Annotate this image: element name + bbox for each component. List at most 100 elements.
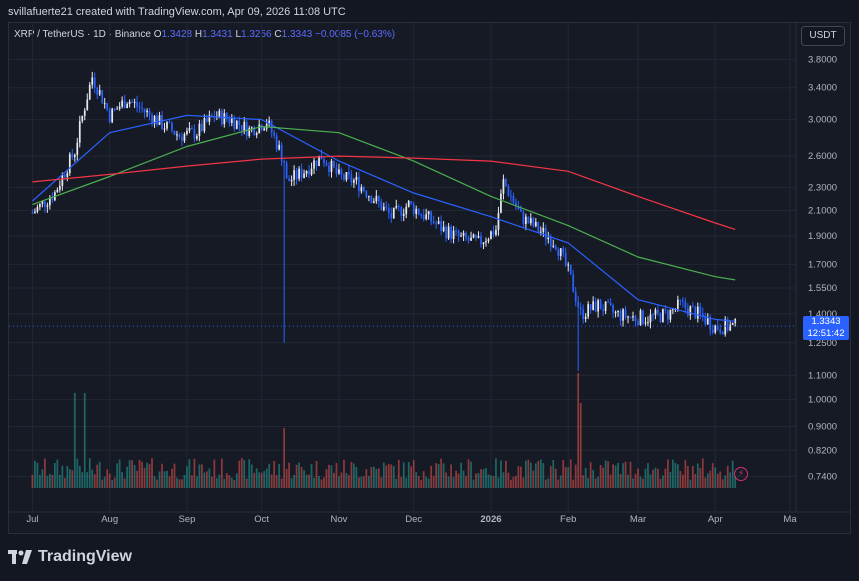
volume-bar — [649, 474, 652, 488]
candle-body — [330, 160, 333, 172]
candle-body — [238, 120, 241, 126]
candle-body — [290, 179, 293, 182]
volume-bar — [674, 462, 677, 488]
volume-bar — [602, 467, 604, 488]
volume-bar — [206, 471, 208, 488]
volume-bar — [457, 473, 460, 488]
volume-bar — [233, 479, 236, 488]
candle-body — [258, 124, 261, 134]
volume-bar — [168, 476, 171, 488]
candle-body — [435, 223, 438, 225]
volume-bar — [333, 472, 335, 488]
volume-bar — [522, 477, 525, 488]
candle-body — [318, 155, 320, 167]
time-tick-label: Feb — [560, 514, 576, 525]
volume-bar — [412, 460, 415, 488]
candle-body — [721, 332, 724, 335]
volume-bar — [589, 462, 592, 488]
volume-bar — [133, 465, 136, 488]
volume-bar — [410, 466, 413, 488]
volume-bar — [193, 458, 196, 488]
candle-body — [128, 101, 131, 105]
volume-bar — [88, 458, 91, 488]
candle-body — [348, 172, 350, 175]
volume-bar — [539, 459, 542, 488]
lightning-icon[interactable]: ⚡ — [734, 467, 748, 481]
candle-body — [288, 178, 290, 182]
volume-bar — [452, 477, 455, 488]
quote-currency-button[interactable]: USDT — [801, 26, 845, 46]
volume-bar — [273, 460, 276, 488]
volume-bar — [642, 478, 644, 488]
volume-bar — [166, 470, 168, 488]
candle-body — [515, 202, 517, 207]
volume-bar — [235, 473, 238, 488]
volume-bar — [701, 458, 704, 488]
volume-bar — [375, 468, 378, 488]
volume-bar — [36, 462, 39, 488]
chart-frame[interactable] — [8, 22, 851, 534]
volume-bar — [183, 474, 186, 488]
candle-body — [579, 307, 582, 310]
volume-bar — [350, 462, 353, 488]
volume-bar — [278, 463, 281, 488]
volume-bar — [218, 474, 221, 488]
volume-bar — [208, 468, 211, 488]
volume-bar — [607, 461, 609, 488]
volume-bar — [363, 476, 365, 488]
candle-body — [557, 249, 560, 257]
volume-bar — [652, 469, 654, 488]
time-tick-label: Ma — [783, 514, 797, 525]
volume-bar — [492, 476, 495, 488]
volume-bar — [400, 477, 403, 488]
volume-bar — [377, 468, 380, 488]
candle-body — [198, 123, 201, 137]
candle-body — [405, 206, 408, 214]
volume-bar — [405, 477, 408, 488]
volume-bar — [238, 460, 241, 488]
candle-body — [686, 308, 689, 316]
candle-body — [293, 170, 295, 180]
candle-body — [203, 118, 206, 132]
candle-body — [191, 128, 193, 130]
candle-body — [283, 161, 285, 163]
volume-bar — [243, 459, 246, 488]
candle-body — [171, 122, 173, 131]
chart-grid — [9, 23, 850, 513]
volume-bar — [634, 473, 637, 488]
volume-bar — [582, 475, 585, 488]
symbol-legend: XRP / TetherUS · 1D · Binance O1.3428 H1… — [14, 29, 395, 40]
candle-body — [360, 187, 363, 192]
volume-bar — [447, 476, 450, 488]
candle-body — [696, 306, 699, 319]
candle-body — [716, 325, 719, 330]
volume-bar — [572, 479, 575, 488]
candle-body — [719, 329, 722, 333]
volume-bar — [467, 459, 470, 488]
volume-bar — [113, 477, 116, 488]
volume-bar — [335, 463, 338, 488]
candle-body — [173, 130, 176, 135]
volume-bar — [372, 466, 375, 488]
candle-body — [106, 103, 109, 110]
volume-bar — [420, 479, 423, 488]
volume-bar — [385, 465, 388, 488]
candle-body — [462, 232, 465, 236]
candle-body — [308, 170, 310, 175]
candle-body — [223, 113, 226, 125]
volume-bar — [370, 467, 373, 488]
volume-bar — [348, 475, 350, 488]
volume-bar — [495, 458, 497, 488]
volume-bar — [604, 460, 607, 488]
volume-bars — [31, 373, 737, 488]
candle-body — [91, 77, 94, 85]
candle-body — [375, 196, 378, 202]
volume-bar — [220, 458, 223, 488]
volume-bar — [191, 475, 193, 488]
candle-body — [365, 191, 368, 197]
volume-bar — [554, 468, 557, 488]
candle-body — [457, 230, 460, 237]
volume-bar — [151, 458, 153, 488]
candle-body — [126, 104, 128, 109]
